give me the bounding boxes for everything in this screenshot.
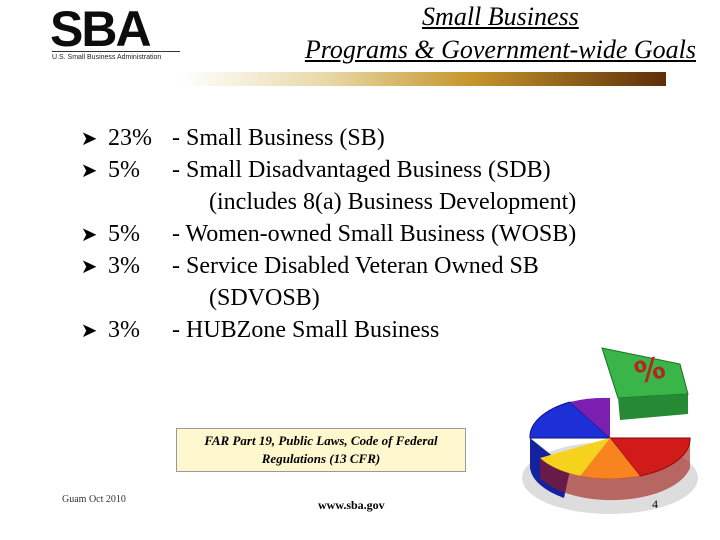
goal-percent: 3%: [108, 317, 140, 343]
goal-description: - Small Business (SB): [172, 125, 385, 151]
arrow-bullet-icon: ➤: [80, 254, 98, 278]
footer-url: www.sba.gov: [318, 498, 385, 512]
arrow-bullet-icon: ➤: [80, 318, 98, 342]
logo-text: SBA: [50, 1, 152, 57]
slide-title: Small Business Programs & Government-wid…: [305, 0, 696, 66]
footer-left-text: Guam Oct 2010: [62, 494, 126, 505]
pie-slice-green-side: [618, 394, 688, 420]
goal-description-continuation: (includes 8(a) Business Development): [209, 189, 577, 215]
page-number: 4: [652, 497, 658, 511]
logo-tagline: U.S. Small Business Administration: [52, 54, 162, 61]
title-gradient-bar: [180, 72, 666, 86]
note-line-1: FAR Part 19, Public Laws, Code of Federa…: [204, 433, 438, 448]
goal-description: - Women-owned Small Business (WOSB): [172, 221, 577, 247]
note-line-2: Regulations (13 CFR): [261, 451, 381, 466]
arrow-bullet-icon: ➤: [80, 126, 98, 150]
title-line-2: Programs & Government-wide Goals: [304, 35, 696, 64]
arrow-bullet-icon: ➤: [80, 222, 98, 246]
goal-description-continuation: (SDVOSB): [209, 285, 320, 311]
goal-percent: 23%: [108, 125, 152, 151]
pie-slice-purple: [570, 397, 610, 438]
regulation-note: FAR Part 19, Public Laws, Code of Federa…: [176, 428, 466, 472]
arrow-bullet-icon: ➤: [80, 158, 98, 182]
goal-description: - Service Disabled Veteran Owned SB: [172, 253, 539, 279]
pie-slice-blue: [529, 401, 612, 439]
goal-description: - Small Disadvantaged Business (SDB): [172, 157, 551, 183]
pie-slice-yellow: [540, 438, 610, 476]
pie-slice-orange: [580, 438, 640, 479]
goal-percent: 3%: [108, 253, 140, 279]
logo-rule: [52, 51, 180, 52]
pie-slice-lower-side: [540, 438, 691, 501]
title-line-1: Small Business: [422, 2, 579, 31]
goal-description: - HUBZone Small Business: [172, 317, 440, 343]
goal-percent: 5%: [108, 221, 140, 247]
pie-chart-clipart-icon: %: [522, 347, 698, 514]
goal-percent: 5%: [108, 157, 140, 183]
sba-logo: SBA U.S. Small Business Administration: [50, 1, 182, 64]
